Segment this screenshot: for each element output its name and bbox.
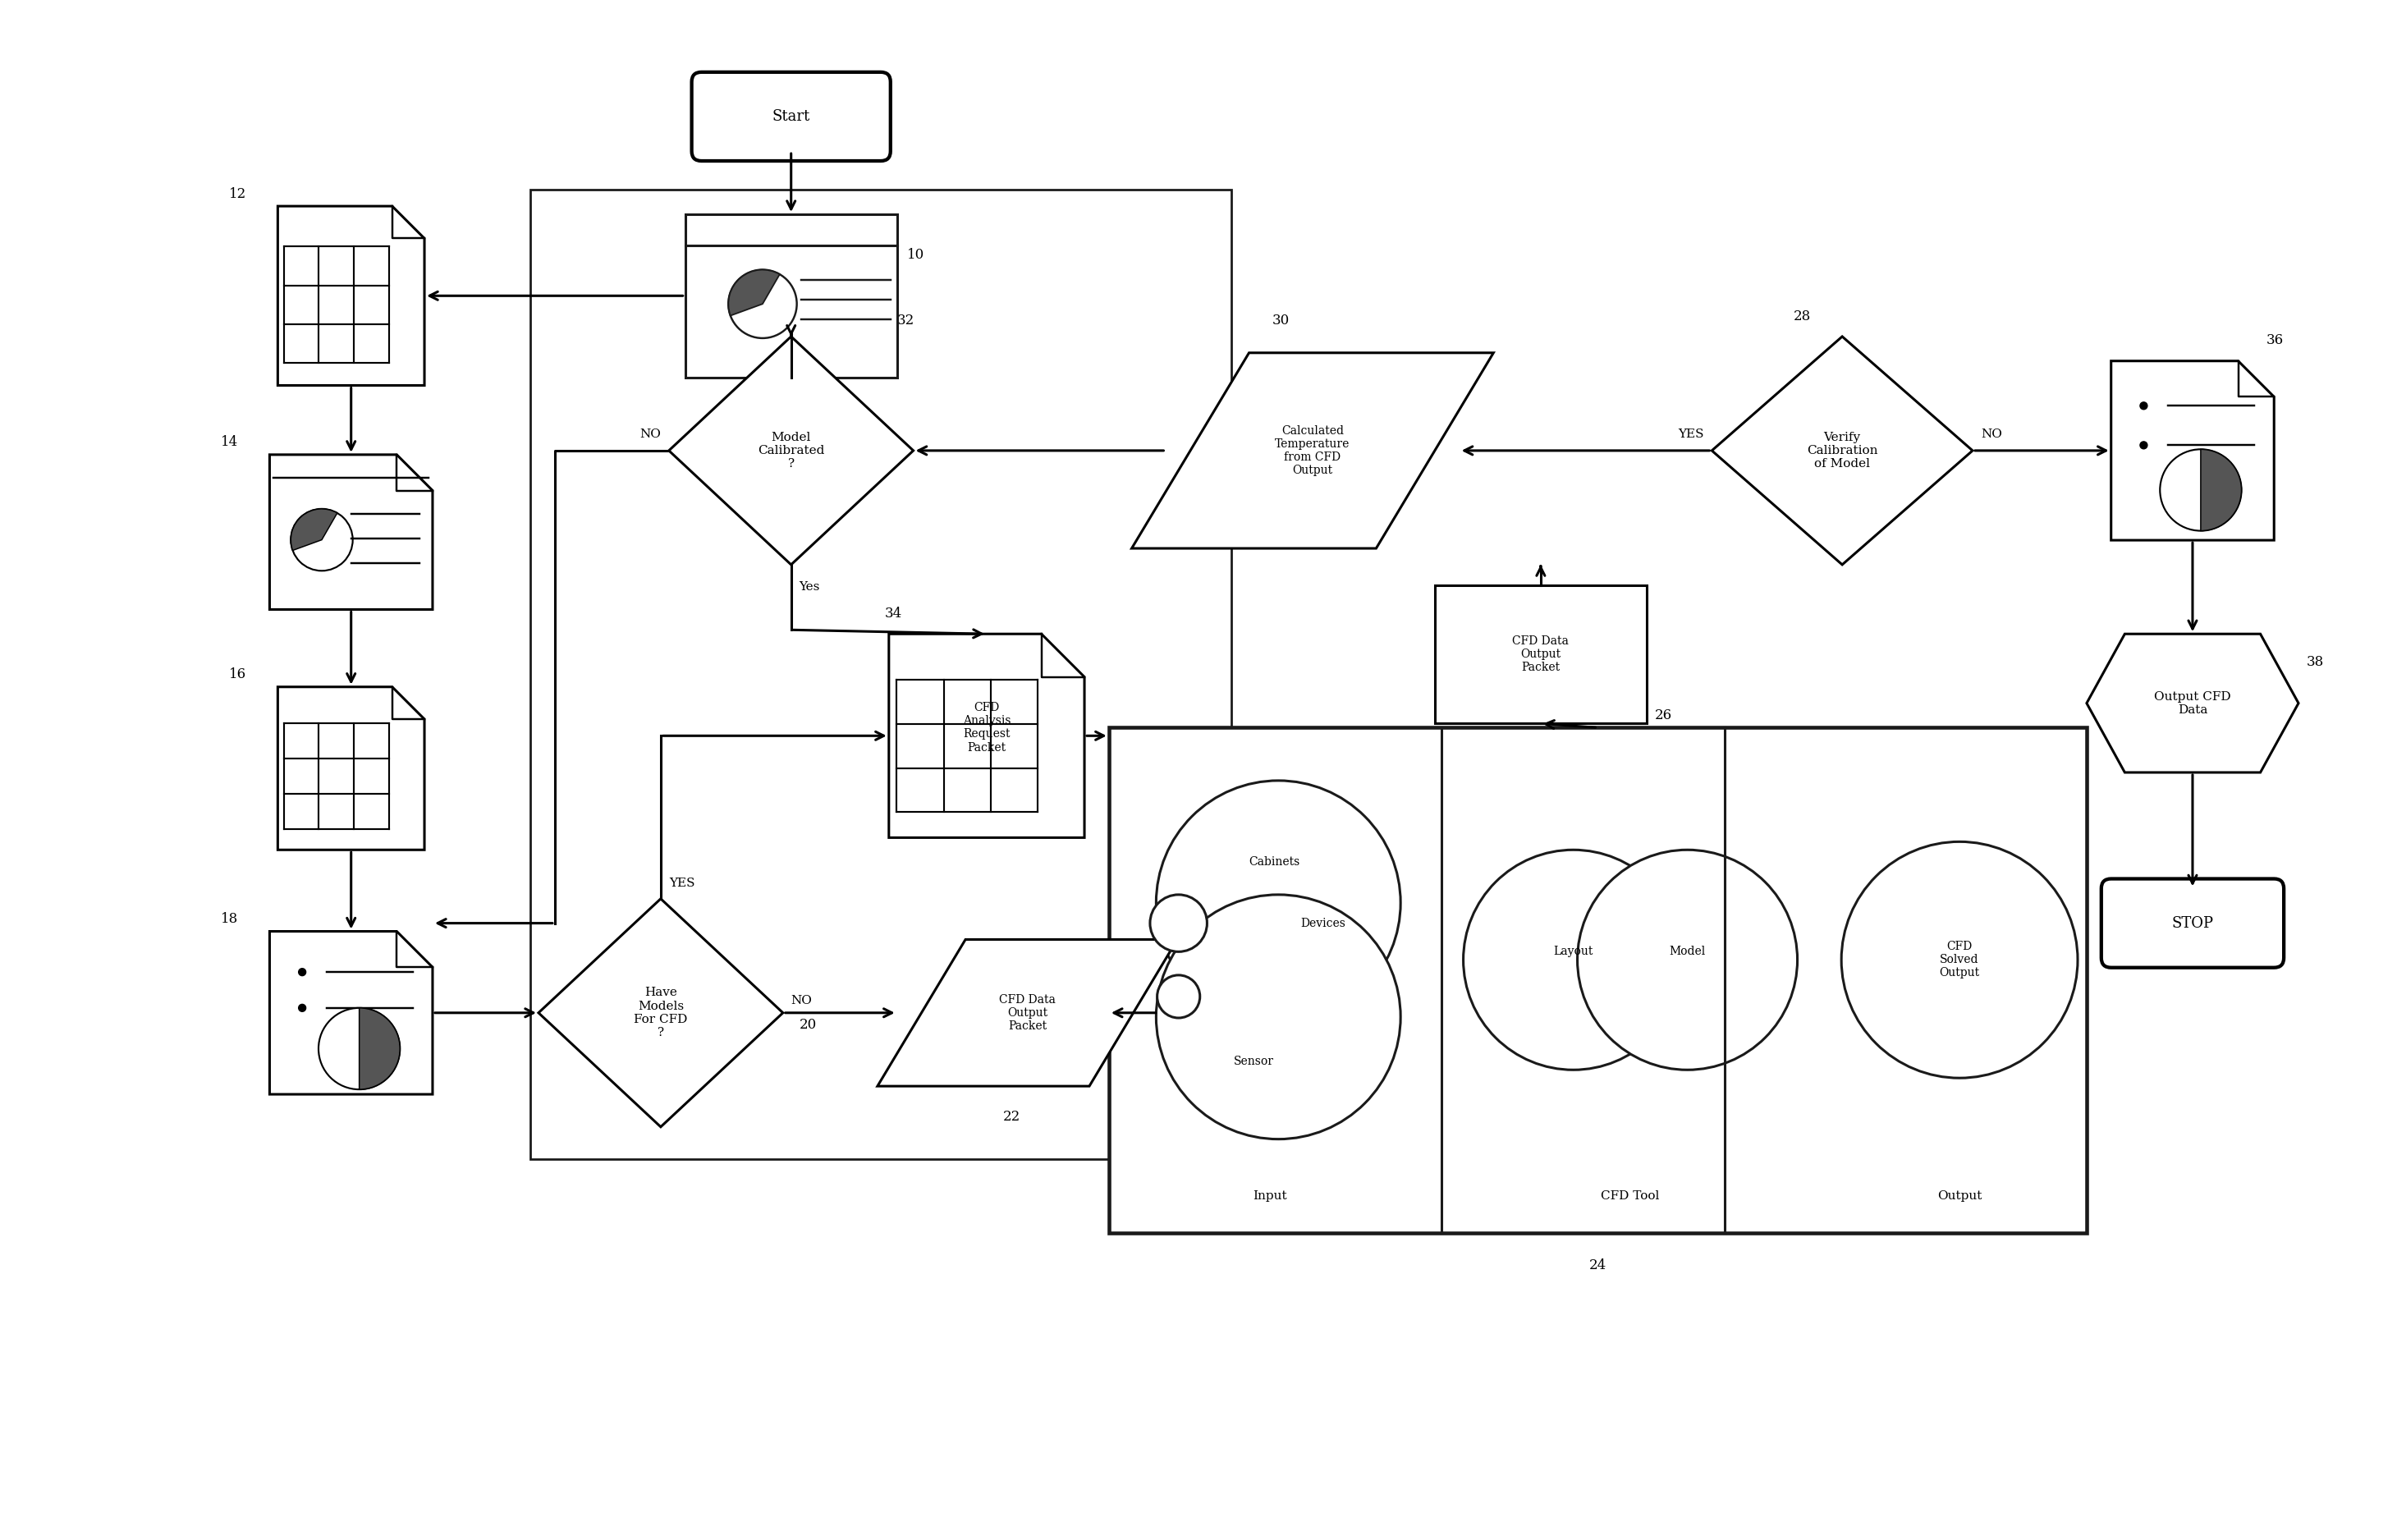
Text: Layout: Layout — [1553, 946, 1594, 958]
Text: Output CFD
Data: Output CFD Data — [2155, 691, 2232, 716]
Circle shape — [1155, 895, 1400, 1140]
Text: 32: 32 — [896, 313, 916, 326]
Text: 14: 14 — [221, 436, 237, 450]
Polygon shape — [278, 687, 424, 850]
Text: Yes: Yes — [798, 581, 820, 593]
Text: NO: NO — [791, 995, 813, 1006]
FancyBboxPatch shape — [693, 72, 892, 160]
Polygon shape — [877, 939, 1177, 1086]
Polygon shape — [278, 206, 424, 385]
Bar — [686, 214, 896, 377]
Text: Have
Models
For CFD
?: Have Models For CFD ? — [633, 987, 688, 1038]
Text: Output: Output — [1937, 1190, 1982, 1201]
Text: Input: Input — [1254, 1190, 1287, 1201]
Text: Cabinets: Cabinets — [1249, 856, 1299, 869]
Circle shape — [1841, 842, 2078, 1078]
Text: CFD Data
Output
Packet: CFD Data Output Packet — [1513, 636, 1570, 673]
Circle shape — [729, 270, 796, 339]
Wedge shape — [2200, 450, 2241, 531]
Circle shape — [300, 1004, 307, 1012]
Bar — [530, 189, 1232, 1160]
Text: Calculated
Temperature
from CFD
Output: Calculated Temperature from CFD Output — [1275, 425, 1350, 476]
Circle shape — [2160, 450, 2241, 531]
Text: 18: 18 — [221, 912, 237, 926]
Text: 34: 34 — [884, 607, 901, 621]
Polygon shape — [1131, 353, 1493, 548]
Polygon shape — [669, 337, 913, 565]
Text: 28: 28 — [1793, 310, 1810, 323]
Polygon shape — [268, 454, 431, 610]
Polygon shape — [539, 899, 784, 1127]
Text: YES: YES — [669, 878, 695, 889]
Text: YES: YES — [1678, 428, 1704, 440]
Text: CFD
Solved
Output: CFD Solved Output — [1939, 941, 1980, 979]
Wedge shape — [360, 1007, 400, 1089]
Text: CFD Tool: CFD Tool — [1601, 1190, 1659, 1201]
Circle shape — [1151, 895, 1208, 952]
Text: CFD
Analysis
Request
Packet: CFD Analysis Request Packet — [964, 702, 1012, 753]
Polygon shape — [2112, 360, 2275, 541]
Text: 38: 38 — [2306, 656, 2325, 670]
Text: Sensor: Sensor — [1234, 1056, 1275, 1067]
FancyBboxPatch shape — [2102, 879, 2284, 967]
Circle shape — [290, 508, 352, 571]
Circle shape — [1462, 850, 1683, 1070]
Circle shape — [2141, 402, 2148, 410]
Bar — [1110, 727, 2088, 1234]
Text: CFD Data
Output
Packet: CFD Data Output Packet — [1000, 993, 1055, 1032]
Circle shape — [1577, 850, 1798, 1070]
Text: 12: 12 — [228, 186, 247, 200]
Text: 26: 26 — [1654, 708, 1673, 722]
Text: Model: Model — [1668, 946, 1707, 958]
Wedge shape — [290, 508, 338, 550]
Circle shape — [300, 969, 307, 976]
Text: 22: 22 — [1002, 1110, 1021, 1124]
Text: 36: 36 — [2265, 334, 2284, 348]
Text: STOP: STOP — [2172, 916, 2212, 930]
Text: Devices: Devices — [1302, 918, 1345, 929]
Text: 30: 30 — [1273, 313, 1290, 326]
Polygon shape — [2088, 634, 2299, 773]
Circle shape — [1155, 781, 1400, 1026]
Text: 20: 20 — [798, 1018, 817, 1032]
Text: NO: NO — [640, 428, 662, 440]
Polygon shape — [1711, 337, 1973, 565]
Circle shape — [1158, 975, 1201, 1018]
Text: NO: NO — [1980, 428, 2001, 440]
Polygon shape — [889, 634, 1083, 838]
Text: Verify
Calibration
of Model: Verify Calibration of Model — [1807, 431, 1877, 470]
Text: 16: 16 — [228, 668, 247, 682]
Text: Model
Calibrated
?: Model Calibrated ? — [757, 431, 825, 470]
Text: 10: 10 — [906, 248, 925, 262]
Polygon shape — [268, 932, 431, 1095]
Circle shape — [319, 1007, 400, 1089]
Bar — [1436, 585, 1647, 724]
Wedge shape — [729, 270, 779, 316]
Text: 24: 24 — [1589, 1258, 1606, 1272]
Circle shape — [2141, 442, 2148, 448]
Text: Start: Start — [772, 109, 810, 123]
